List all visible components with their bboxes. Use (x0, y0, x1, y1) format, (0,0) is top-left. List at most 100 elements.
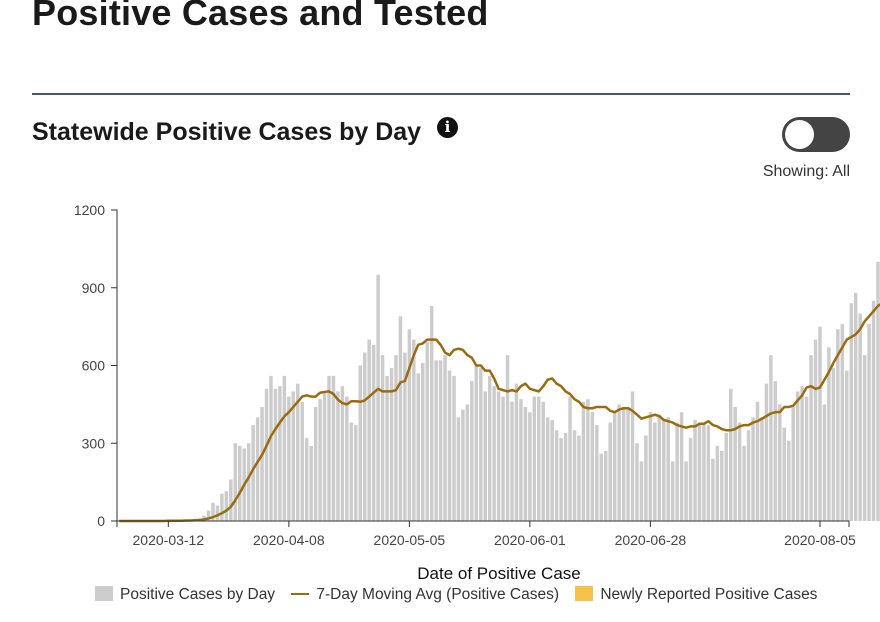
case-bar[interactable] (229, 479, 233, 521)
case-bar[interactable] (604, 451, 608, 521)
case-bar[interactable] (862, 355, 867, 521)
case-bar[interactable] (461, 409, 465, 521)
case-bar[interactable] (211, 502, 215, 521)
case-bar[interactable] (550, 419, 554, 521)
case-bar[interactable] (434, 360, 438, 521)
case-bar[interactable] (264, 388, 269, 521)
case-bar[interactable] (398, 316, 403, 521)
case-bar[interactable] (657, 414, 662, 521)
case-bar[interactable] (804, 396, 809, 521)
case-bar[interactable] (675, 422, 679, 521)
case-bar[interactable] (371, 344, 376, 521)
case-bar[interactable] (318, 399, 322, 521)
case-bar[interactable] (438, 360, 443, 521)
case-bar[interactable] (746, 430, 751, 521)
case-bar[interactable] (291, 391, 296, 521)
case-bar[interactable] (871, 300, 876, 521)
case-bar[interactable] (679, 412, 684, 521)
case-bar[interactable] (519, 399, 523, 521)
case-bar[interactable] (349, 422, 354, 521)
case-bar[interactable] (760, 417, 764, 521)
case-bar[interactable] (813, 339, 818, 521)
case-bar[interactable] (496, 391, 501, 521)
case-bar[interactable] (492, 386, 496, 521)
case-bar[interactable] (778, 404, 782, 522)
case-bar[interactable] (340, 386, 345, 521)
case-bar[interactable] (233, 443, 238, 521)
case-bar[interactable] (537, 396, 541, 521)
case-bar[interactable] (238, 445, 242, 521)
case-bar[interactable] (822, 404, 827, 522)
case-bar[interactable] (327, 375, 331, 521)
case-bar[interactable] (581, 401, 586, 521)
case-bar[interactable] (443, 355, 447, 521)
case-bar[interactable] (412, 339, 416, 521)
case-bar[interactable] (599, 453, 604, 521)
case-bar[interactable] (220, 493, 224, 521)
case-bar[interactable] (849, 303, 853, 521)
case-bar[interactable] (345, 396, 349, 521)
case-bar[interactable] (313, 406, 318, 521)
case-bar[interactable] (309, 445, 313, 521)
case-bar[interactable] (769, 355, 773, 521)
case-bar[interactable] (693, 419, 697, 521)
legend-item-cases[interactable]: Positive Cases by Day (95, 586, 275, 604)
case-bar[interactable] (853, 292, 858, 521)
case-bar[interactable] (612, 412, 617, 521)
case-bar[interactable] (728, 388, 733, 521)
case-bar[interactable] (278, 386, 282, 521)
case-bar[interactable] (795, 391, 800, 521)
case-bar[interactable] (554, 430, 559, 521)
case-bar[interactable] (742, 445, 746, 521)
case-bar[interactable] (358, 365, 362, 522)
case-bar[interactable] (528, 412, 532, 521)
case-bar[interactable] (215, 505, 220, 521)
case-bar[interactable] (421, 362, 425, 521)
case-bar[interactable] (836, 329, 840, 521)
case-bar[interactable] (572, 430, 577, 521)
case-bar[interactable] (737, 422, 742, 521)
case-bar[interactable] (818, 326, 822, 522)
case-bar[interactable] (474, 365, 479, 522)
case-bar[interactable] (840, 324, 845, 521)
case-bar[interactable] (380, 355, 385, 521)
case-bar[interactable] (246, 443, 251, 521)
case-bar[interactable] (354, 425, 358, 521)
case-bar[interactable] (296, 383, 300, 521)
case-bar[interactable] (800, 386, 804, 521)
case-bar[interactable] (416, 373, 421, 521)
case-bar[interactable] (389, 368, 394, 521)
case-bar[interactable] (724, 432, 728, 521)
case-bar[interactable] (684, 461, 688, 521)
case-bar[interactable] (456, 417, 461, 521)
case-bar[interactable] (224, 491, 229, 521)
case-bar[interactable] (376, 274, 380, 521)
case-bar[interactable] (630, 391, 635, 521)
case-bar[interactable] (447, 370, 452, 521)
case-bar[interactable] (590, 412, 595, 521)
case-bar[interactable] (697, 422, 702, 521)
case-bar[interactable] (407, 329, 412, 521)
case-bar[interactable] (791, 406, 795, 521)
case-bar[interactable] (639, 461, 644, 521)
case-bar[interactable] (764, 383, 769, 521)
case-bar[interactable] (487, 375, 492, 521)
case-bar[interactable] (260, 406, 264, 521)
case-bar[interactable] (720, 451, 724, 521)
case-bar[interactable] (858, 313, 862, 521)
case-bar[interactable] (545, 417, 550, 521)
case-bar[interactable] (403, 352, 407, 521)
case-bar[interactable] (617, 404, 621, 522)
case-bar[interactable] (751, 417, 755, 521)
case-bar[interactable] (532, 396, 537, 521)
case-bar[interactable] (322, 391, 327, 521)
case-bar[interactable] (621, 406, 626, 521)
case-bar[interactable] (362, 352, 367, 521)
case-bar[interactable] (809, 355, 813, 521)
case-bar[interactable] (577, 435, 581, 521)
case-bar[interactable] (470, 381, 474, 521)
case-bar[interactable] (648, 412, 653, 521)
case-bar[interactable] (876, 261, 880, 521)
case-bar[interactable] (452, 375, 456, 521)
info-icon[interactable]: i (437, 117, 458, 138)
